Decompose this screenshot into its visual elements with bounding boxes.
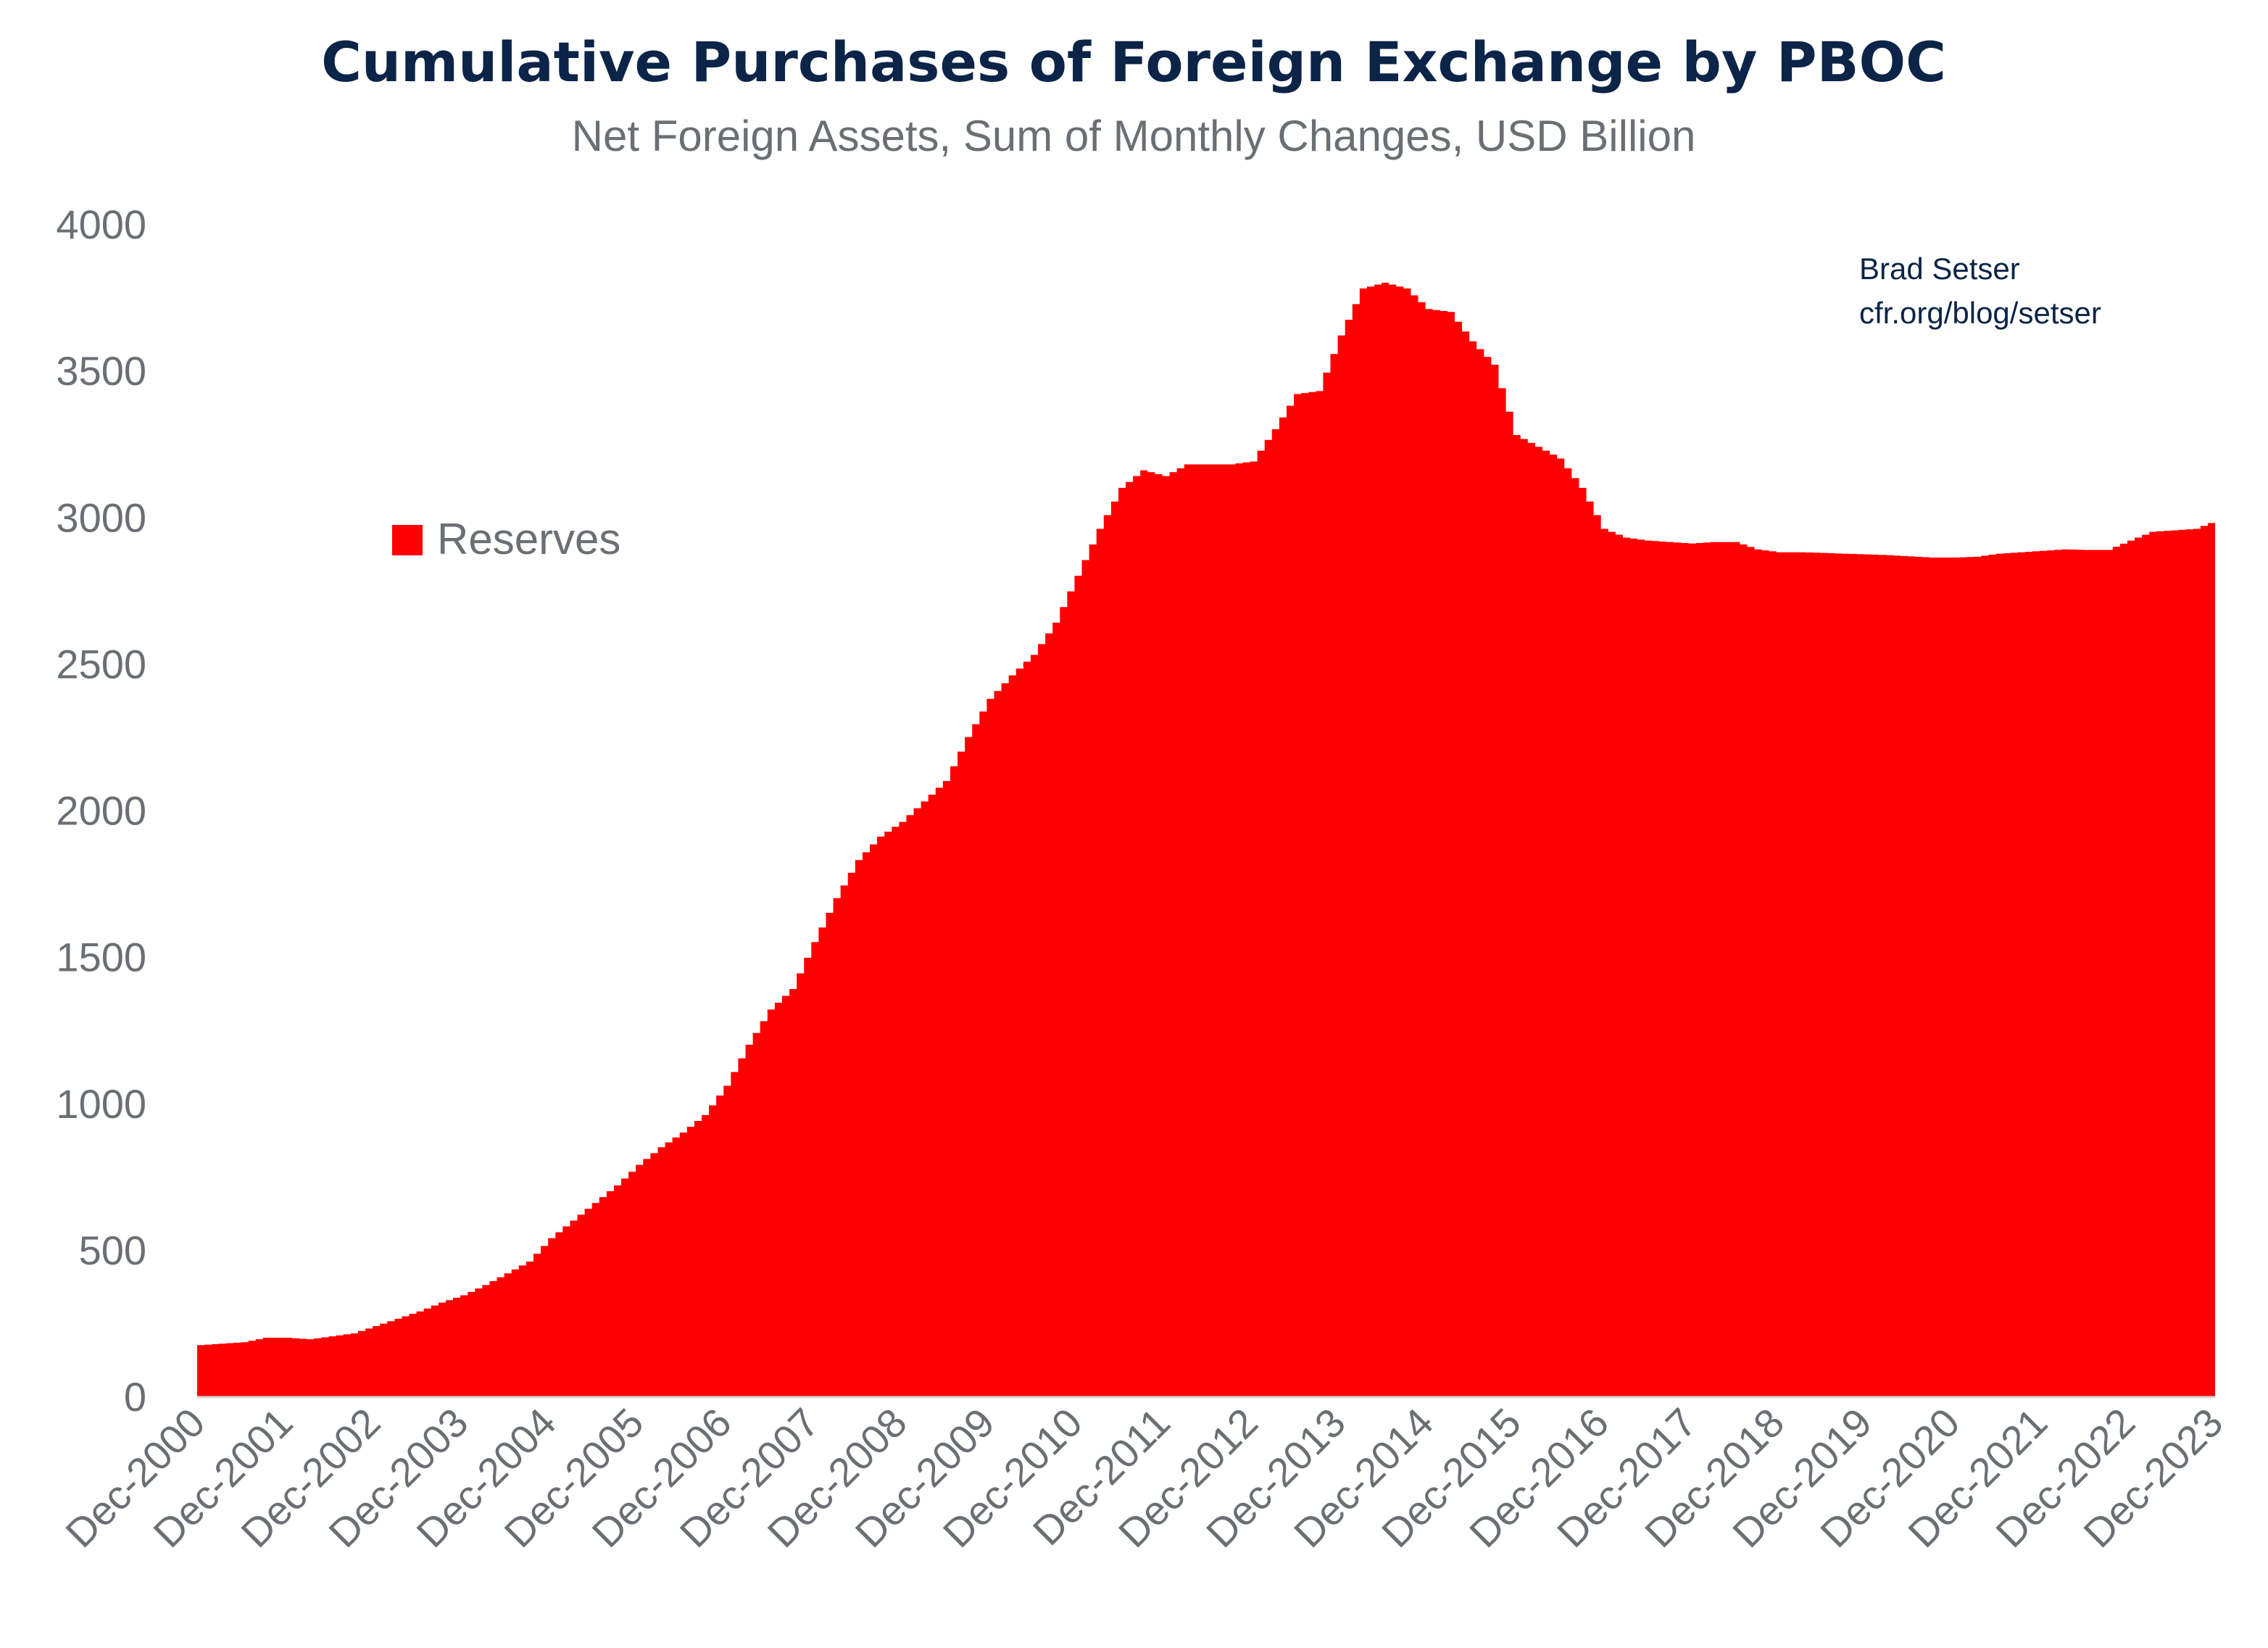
y-tick-label: 2000 xyxy=(56,788,146,834)
y-axis: 0 500 1000 1500 2000 2500 3000 3500 4000 xyxy=(56,202,146,1420)
chart-title: Cumulative Purchases of Foreign Exchange… xyxy=(321,30,1946,94)
y-tick-label: 0 xyxy=(124,1374,146,1420)
x-axis: Dec-2000Dec-2001Dec-2002Dec-2003Dec-2004… xyxy=(57,1399,2231,1556)
y-tick-label: 3000 xyxy=(56,494,146,540)
y-tick-label: 1000 xyxy=(56,1081,146,1127)
y-tick-label: 1500 xyxy=(56,935,146,980)
y-tick-label: 3500 xyxy=(56,348,146,394)
y-tick-label: 4000 xyxy=(56,202,146,247)
credit-url: cfr.org/blog/setser xyxy=(1859,296,2101,330)
credit-author: Brad Setser xyxy=(1859,252,2020,286)
chart-subtitle: Net Foreign Assets, Sum of Monthly Chang… xyxy=(572,112,1696,160)
plot-area xyxy=(197,282,2215,1399)
y-tick-label: 2500 xyxy=(56,641,146,687)
legend-swatch-reserves xyxy=(392,525,423,555)
legend: Reserves xyxy=(392,515,620,563)
legend-label-reserves: Reserves xyxy=(437,515,620,563)
reserves-area xyxy=(197,282,2215,1397)
y-tick-label: 500 xyxy=(79,1227,146,1273)
